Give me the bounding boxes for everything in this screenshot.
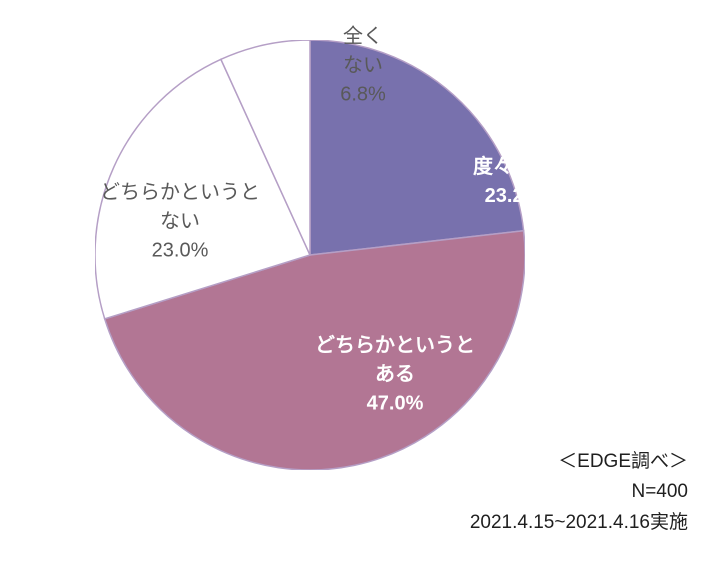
slice-name-l2: ある	[315, 361, 475, 390]
slice-value: 23.0%	[100, 237, 260, 266]
slice-name-l1: どちらかというと	[315, 332, 475, 361]
source-note: ＜EDGE調べ＞ N=400 2021.4.15~2021.4.16実施	[470, 447, 688, 538]
slice-label-somewhat-yes: どちらかというと ある 47.0%	[315, 332, 475, 419]
slice-value: 47.0%	[315, 390, 475, 419]
source-line-2: N=400	[470, 477, 688, 507]
slice-value: 6.8%	[340, 81, 386, 110]
pie-chart-container: 度々ある 23.2% どちらかというと ある 47.0% どちらかというと ない…	[95, 40, 525, 470]
slice-value: 23.2%	[473, 182, 553, 211]
slice-label-never: 全く ない 6.8%	[340, 23, 386, 110]
slice-name-l1: どちらかというと	[100, 179, 260, 208]
slice-name-l2: ない	[100, 208, 260, 237]
source-line-1: ＜EDGE調べ＞	[470, 447, 688, 477]
source-line-3: 2021.4.15~2021.4.16実施	[470, 508, 688, 538]
slice-name-l1: 全く	[340, 23, 386, 52]
slice-label-often: 度々ある 23.2%	[473, 153, 553, 211]
slice-name-l2: ない	[340, 52, 386, 81]
slice-label-somewhat-no: どちらかというと ない 23.0%	[100, 179, 260, 266]
slice-name: 度々ある	[473, 153, 553, 182]
